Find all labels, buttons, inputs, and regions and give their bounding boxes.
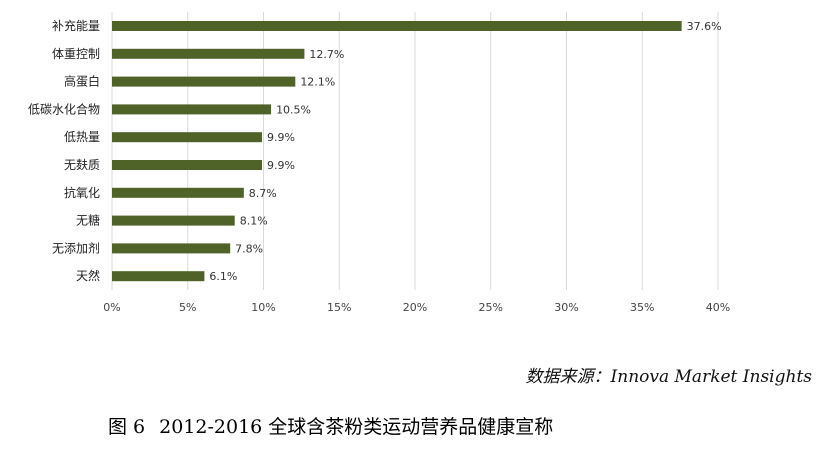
bar xyxy=(112,215,235,226)
x-tick-label: 0% xyxy=(103,301,120,314)
category-label: 低热量 xyxy=(64,130,100,144)
bar xyxy=(112,271,205,282)
category-label: 高蛋白 xyxy=(64,74,100,89)
bar xyxy=(112,132,262,143)
data-label: 8.1% xyxy=(240,215,268,228)
category-label: 无麸质 xyxy=(64,158,100,172)
category-label: 体重控制 xyxy=(52,47,100,61)
data-label: 9.9% xyxy=(267,131,295,144)
data-label: 9.9% xyxy=(267,159,295,172)
bar xyxy=(112,243,231,254)
bar xyxy=(112,76,296,87)
x-tick-label: 40% xyxy=(706,301,730,314)
x-tick-label: 35% xyxy=(630,301,654,314)
x-tick-label: 15% xyxy=(327,301,351,314)
figure-caption: 图 6 2012-2016 全球含茶粉类运动营养品健康宣称 xyxy=(108,412,567,439)
x-axis-ticks: 0% 5% 10% 15% 20% 25% 30% 35% 40% xyxy=(103,301,730,314)
x-tick-label: 30% xyxy=(554,301,578,314)
data-label: 8.7% xyxy=(249,187,277,200)
source-note: 数据来源：Innova Market Insights xyxy=(525,367,812,387)
category-label: 抗氧化 xyxy=(64,185,100,200)
bar xyxy=(112,48,305,59)
data-label: 12.7% xyxy=(309,48,344,61)
data-label: 7.8% xyxy=(235,242,263,255)
x-tick-label: 5% xyxy=(179,301,196,314)
bar xyxy=(112,104,272,115)
data-label: 6.1% xyxy=(209,270,237,283)
figure-number: 图 6 xyxy=(108,416,146,438)
category-label: 低碳水化合物 xyxy=(28,101,100,116)
bar xyxy=(112,160,262,170)
data-label: 10.5% xyxy=(276,103,311,116)
data-labels: 37.6% 12.7% 12.1% 10.5% 9.9% 9.9% 8.7% 8.1% 7.8%… xyxy=(209,20,721,283)
category-label: 天然 xyxy=(76,268,100,283)
category-label: 无添加剂 xyxy=(52,240,100,255)
x-tick-label: 10% xyxy=(251,301,275,314)
bar xyxy=(112,187,244,198)
data-label: 37.6% xyxy=(687,20,722,33)
x-tick-label: 20% xyxy=(403,301,427,314)
x-tick-label: 25% xyxy=(479,301,503,314)
bars xyxy=(112,21,682,282)
category-label: 无糖 xyxy=(76,213,100,228)
bar xyxy=(112,21,682,31)
figure-title: 2012-2016 全球含茶粉类运动营养品健康宣称 xyxy=(159,416,554,438)
category-label: 补充能量 xyxy=(52,18,100,33)
data-label: 12.1% xyxy=(300,76,335,89)
